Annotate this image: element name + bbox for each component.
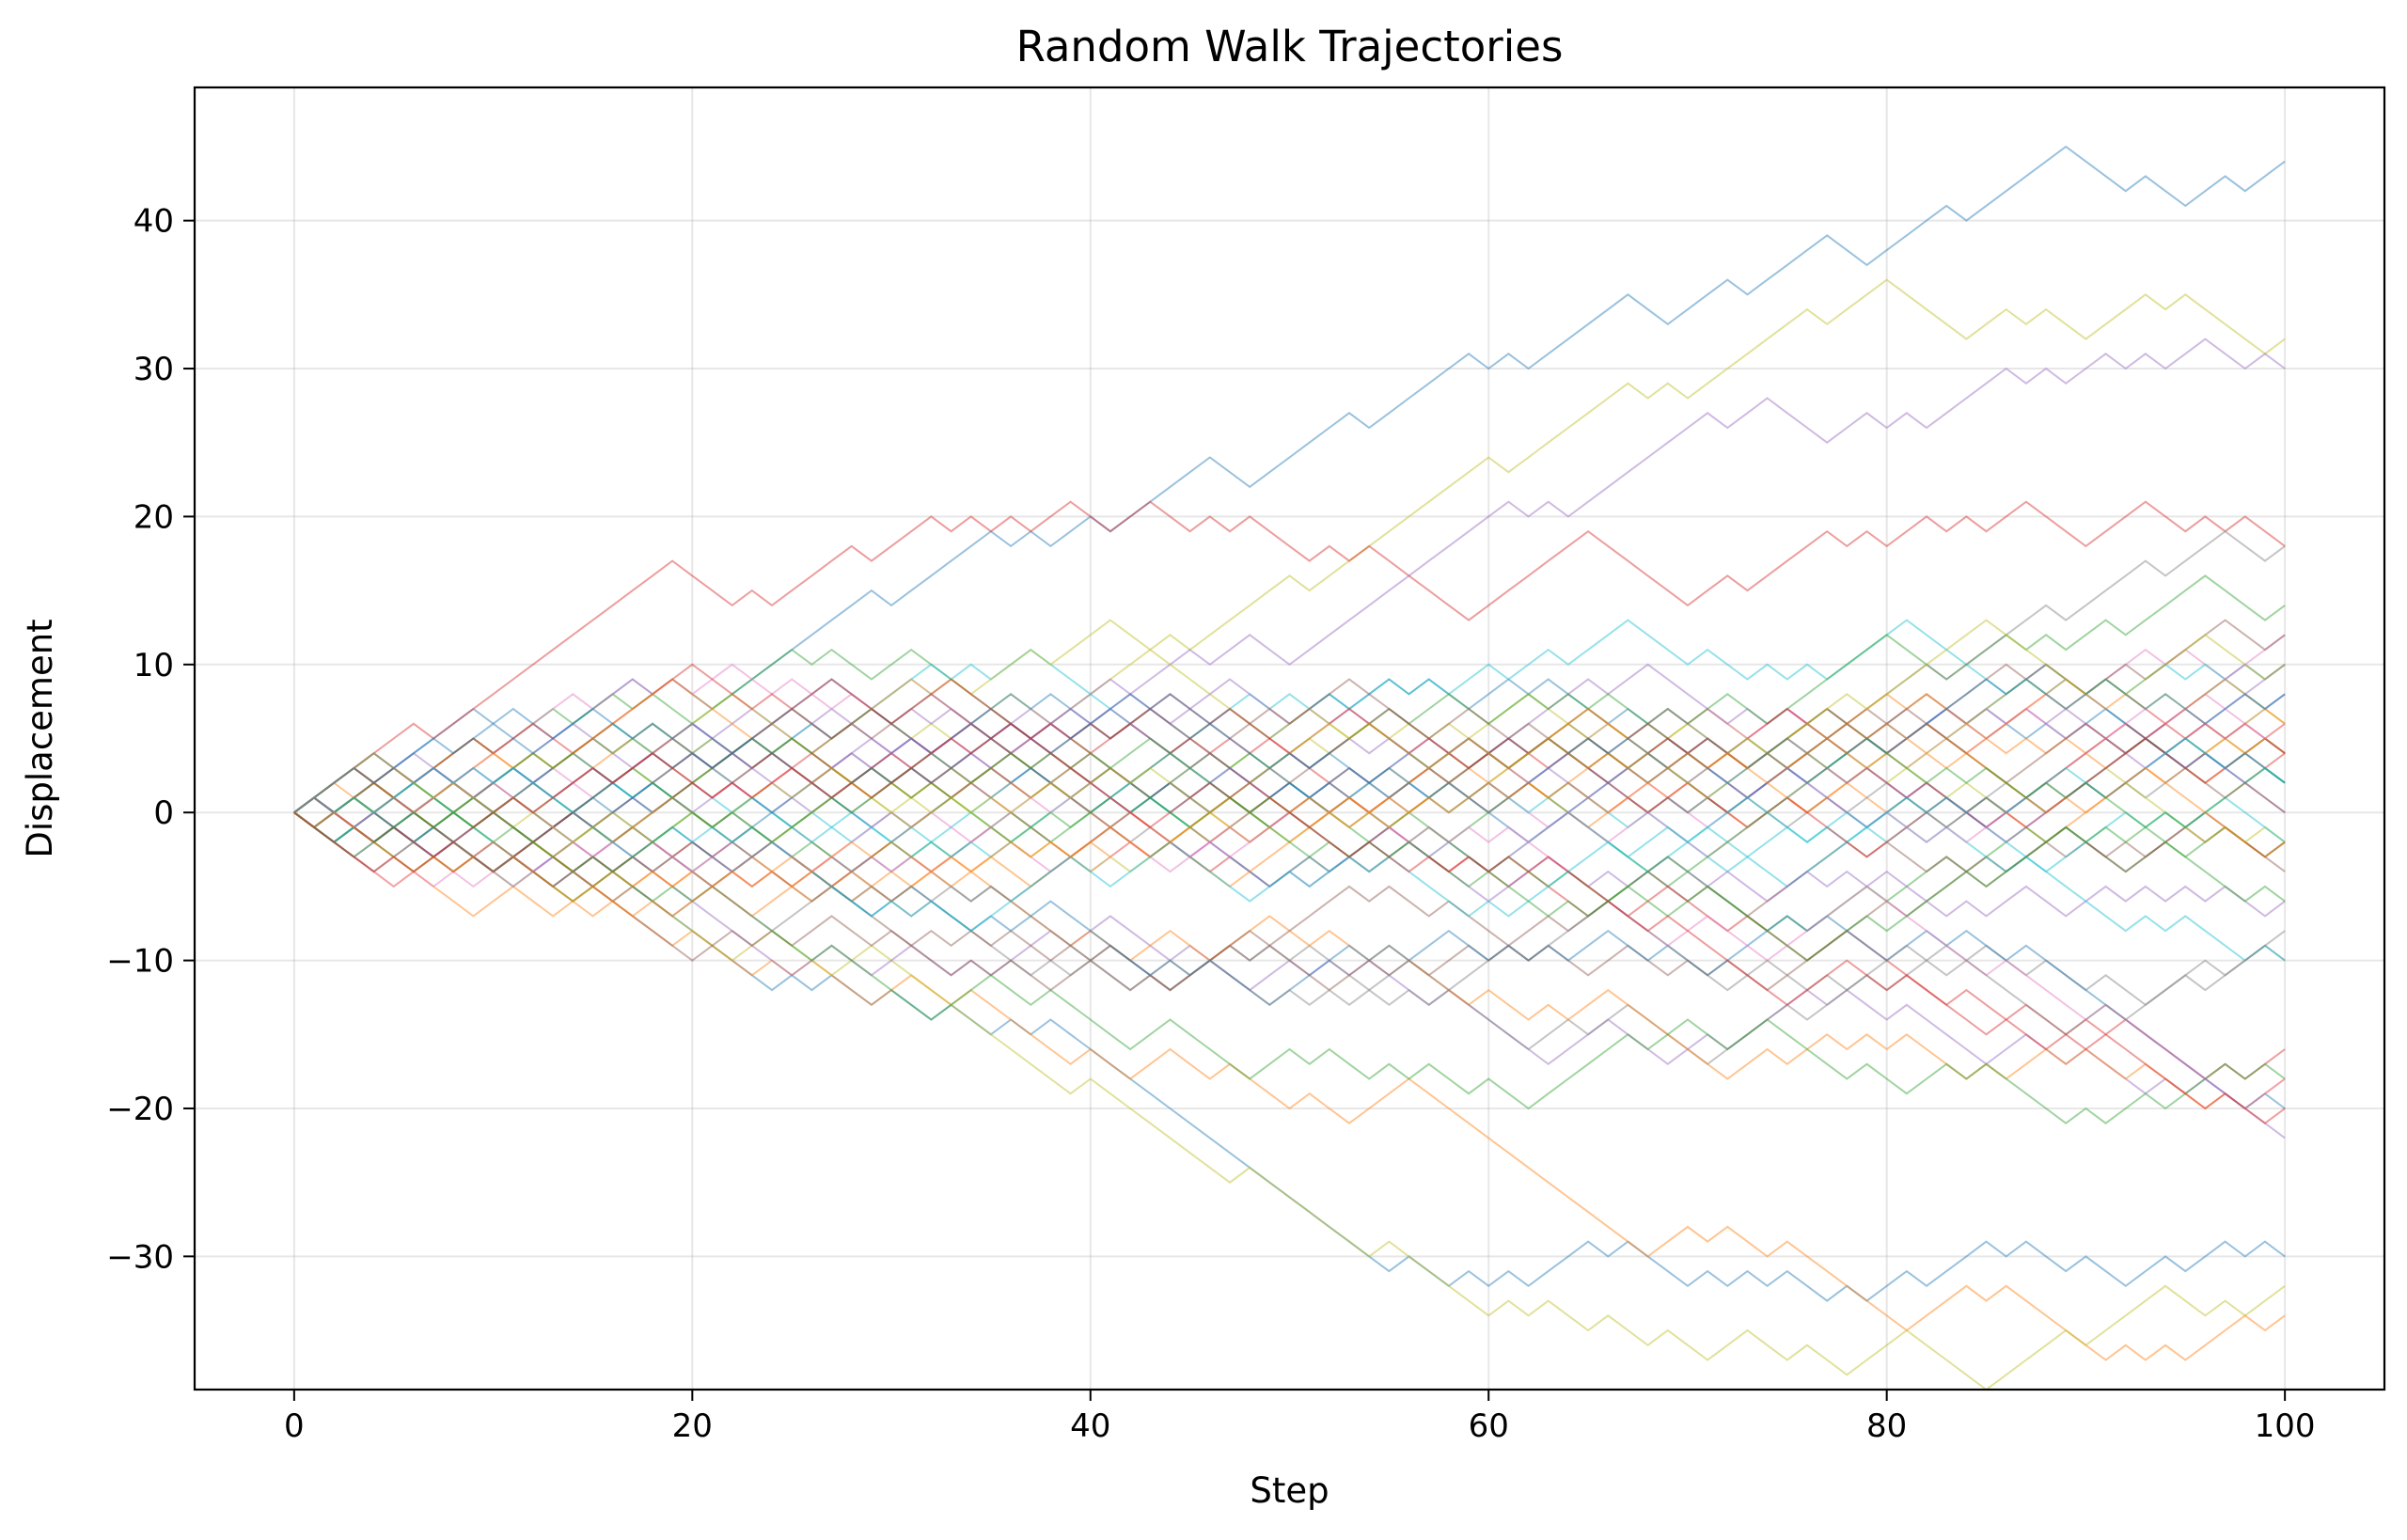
x-tick-label: 80 [1866, 1407, 1907, 1445]
walk-series-line [293, 737, 2286, 843]
walk-series-line [293, 766, 2286, 888]
y-tick-label: 20 [134, 498, 174, 536]
y-tick-label: −30 [106, 1238, 174, 1276]
walk-series-line [293, 338, 2286, 829]
y-tick-label: 30 [134, 351, 174, 388]
y-tick-label: −20 [106, 1091, 174, 1128]
walk-series-line [293, 707, 2286, 888]
walk-series-line [293, 811, 2286, 992]
walk-series-line [293, 500, 2286, 814]
walk-series-line [293, 796, 2286, 1110]
x-tick-label: 0 [284, 1407, 305, 1445]
x-tick-label: 20 [672, 1407, 713, 1445]
walk-series-line [293, 634, 2286, 829]
walk-series-line [293, 678, 2286, 814]
walk-series-line [293, 737, 2286, 843]
walk-series-line [293, 663, 2286, 814]
grid [195, 87, 2384, 1390]
walk-series-line [293, 648, 2286, 933]
walk-series-line [293, 737, 2286, 903]
walk-series-line [293, 737, 2286, 933]
walk-series-line [293, 751, 2286, 962]
plot-frame [193, 86, 2386, 1391]
walk-series-line [293, 693, 2286, 873]
walk-series-line [293, 722, 2286, 918]
walk-series-line [293, 796, 2286, 992]
walk-series-line [293, 811, 2286, 1139]
y-tick-label: 10 [134, 647, 174, 684]
chart-title: Random Walk Trajectories [1016, 22, 1564, 71]
y-tick-label: 40 [134, 203, 174, 241]
walk-series-line [293, 737, 2286, 918]
walk-series-line [293, 619, 2286, 843]
x-axis-label: Step [1250, 1470, 1329, 1511]
walk-series-line [293, 619, 2286, 843]
y-tick-label: 0 [153, 794, 174, 832]
walk-series-line [293, 796, 2286, 1302]
walk-series-line [293, 811, 2286, 1361]
ticks: 0 20 40 60 80 100 −30 −20 −10 0 10 20 30 40 [106, 203, 2315, 1445]
x-tick-label: 100 [2255, 1407, 2316, 1445]
y-axis-label: Displacement [20, 619, 60, 857]
walk-series-line [293, 529, 2286, 858]
walk-series-line [293, 145, 2286, 814]
walk-series-line [293, 766, 2286, 1080]
walk-series-line [293, 663, 2286, 829]
walk-series-line [293, 707, 2286, 843]
walk-series-line [293, 811, 2286, 1036]
walk-series-line [293, 278, 2286, 829]
walk-series-line [293, 663, 2286, 814]
walk-series-line [293, 693, 2286, 843]
x-tick-label: 60 [1469, 1407, 1509, 1445]
walk-series-line [293, 737, 2286, 962]
walk-series-line [293, 619, 2286, 843]
walk-series-line [293, 707, 2286, 873]
walk-series-line [293, 796, 2286, 1110]
walk-series-line [293, 796, 2286, 1391]
walk-series-line [293, 678, 2286, 843]
walk-series-line [293, 722, 2286, 1124]
walk-series-line [293, 574, 2286, 888]
walk-series-line [293, 781, 2286, 1066]
walk-series-line [293, 678, 2286, 873]
y-tick-label: −10 [106, 943, 174, 981]
series-group [293, 145, 2286, 1391]
walk-series-line [293, 796, 2286, 1110]
x-tick-label: 40 [1070, 1407, 1110, 1445]
walk-series-line [293, 811, 2286, 1124]
walk-series-line [293, 663, 2286, 814]
walk-series-line [293, 737, 2286, 918]
walk-series-line [293, 722, 2286, 918]
walk-series-line [293, 678, 2286, 888]
walk-series-line [293, 619, 2286, 843]
